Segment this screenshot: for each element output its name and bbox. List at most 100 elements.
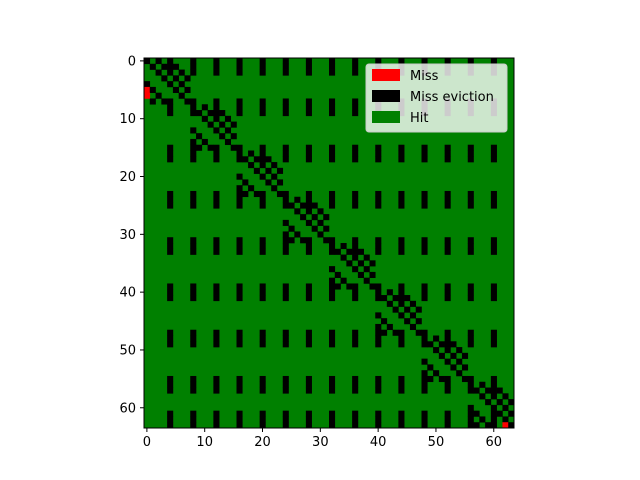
miss-eviction-cell (398, 58, 405, 65)
miss-eviction-cell (329, 375, 336, 383)
miss-eviction-cell (375, 422, 382, 429)
miss-eviction-cell (375, 202, 382, 209)
miss-eviction-cell (282, 416, 289, 423)
miss-eviction-cell (167, 416, 174, 423)
miss-eviction-cell (363, 266, 370, 273)
miss-eviction-cell (178, 69, 185, 76)
miss-eviction-cell (398, 387, 405, 394)
miss-eviction-cell (305, 289, 312, 296)
miss-eviction-cell (444, 329, 451, 336)
miss-eviction-cell (433, 347, 440, 354)
miss-eviction-cell (265, 179, 272, 186)
miss-eviction-cell (213, 150, 220, 157)
miss-eviction-cell (346, 260, 353, 267)
miss-eviction-cell (155, 92, 162, 99)
miss-eviction-cell (352, 410, 359, 417)
miss-eviction-cell (375, 196, 382, 203)
miss-eviction-cell (357, 248, 364, 255)
miss-eviction-cell (213, 190, 220, 198)
miss-eviction-cell (329, 237, 336, 244)
miss-eviction-cell (409, 300, 417, 307)
y-tick-label: 50 (119, 343, 136, 358)
miss-eviction-cell (421, 144, 428, 151)
miss-eviction-cell (282, 243, 289, 250)
miss-eviction-cell (461, 375, 469, 383)
miss-eviction-cell (381, 329, 388, 336)
miss-eviction-cell (398, 196, 405, 203)
miss-eviction-cell (502, 393, 509, 400)
miss-eviction-cell (398, 381, 405, 388)
miss-eviction-cell (467, 283, 474, 290)
miss-eviction-cell (305, 416, 312, 423)
miss-eviction-cell (444, 335, 451, 342)
miss-eviction-cell (363, 254, 370, 261)
miss-eviction-cell (352, 190, 359, 198)
miss-eviction-cell (236, 243, 243, 250)
miss-eviction-cell (282, 329, 289, 336)
miss-eviction-cell (479, 381, 486, 388)
miss-eviction-cell (329, 248, 336, 255)
miss-eviction-cell (178, 92, 185, 99)
legend-swatch-miss-eviction (372, 90, 400, 102)
miss-eviction-cell (323, 214, 330, 221)
miss-eviction-cell (276, 167, 284, 174)
y-axis: 0 10 20 30 40 50 60 (119, 54, 144, 416)
miss-eviction-cell (236, 196, 243, 203)
miss-eviction-cell (381, 295, 388, 302)
miss-eviction-cell (190, 138, 197, 146)
miss-eviction-cell (253, 156, 260, 163)
miss-eviction-cell (450, 352, 457, 359)
miss-eviction-cell (167, 110, 174, 117)
miss-eviction-cell (213, 295, 220, 302)
miss-eviction-cell (467, 341, 474, 348)
miss-eviction-cell (467, 416, 474, 423)
miss-eviction-cell (352, 381, 359, 388)
miss-eviction-cell (305, 283, 312, 290)
miss-eviction-cell (190, 127, 197, 134)
miss-eviction-cell (490, 150, 497, 157)
miss-eviction-cell (421, 248, 428, 255)
miss-eviction-cell (467, 329, 474, 336)
miss-eviction-cell (444, 422, 451, 429)
miss-eviction-cell (473, 410, 480, 417)
miss-eviction-cell (467, 387, 474, 394)
miss-eviction-cell (467, 375, 474, 383)
miss-eviction-cell (190, 283, 197, 290)
miss-eviction-cell (375, 335, 382, 342)
miss-eviction-cell (242, 156, 249, 163)
miss-eviction-cell (282, 156, 289, 163)
miss-eviction-cell (346, 283, 353, 290)
miss-eviction-cell (294, 196, 301, 203)
miss-eviction-cell (427, 341, 434, 348)
miss-eviction-cell (329, 63, 336, 70)
miss-eviction-cell (490, 381, 497, 388)
miss-eviction-cell (490, 190, 497, 198)
miss-eviction-cell (352, 237, 359, 244)
miss-eviction-cell (305, 150, 312, 157)
miss-eviction-cell (224, 138, 232, 146)
miss-eviction-cell (352, 422, 359, 429)
miss-eviction-cell (490, 329, 497, 336)
miss-eviction-cell (167, 144, 174, 151)
x-tick-label: 30 (312, 435, 329, 450)
miss-eviction-cell (282, 410, 289, 417)
miss-eviction-cell (375, 237, 382, 244)
miss-eviction-cell (467, 237, 474, 244)
miss-cell (144, 86, 151, 93)
miss-eviction-cell (323, 225, 330, 232)
miss-eviction-cell (190, 410, 197, 417)
miss-eviction-cell (421, 283, 428, 290)
miss-eviction-cell (450, 364, 457, 371)
miss-eviction-cell (230, 133, 237, 140)
miss-eviction-cell (213, 202, 220, 209)
miss-eviction-cell (329, 150, 336, 157)
miss-eviction-cell (190, 295, 197, 302)
x-tick-label: 20 (254, 435, 271, 450)
miss-eviction-cell (421, 190, 428, 198)
miss-eviction-cell (282, 237, 289, 244)
miss-eviction-cell (421, 387, 428, 394)
miss-eviction-cell (329, 422, 336, 429)
miss-eviction-cell (259, 243, 266, 250)
miss-eviction-cell (375, 248, 382, 255)
miss-eviction-cell (467, 422, 474, 429)
